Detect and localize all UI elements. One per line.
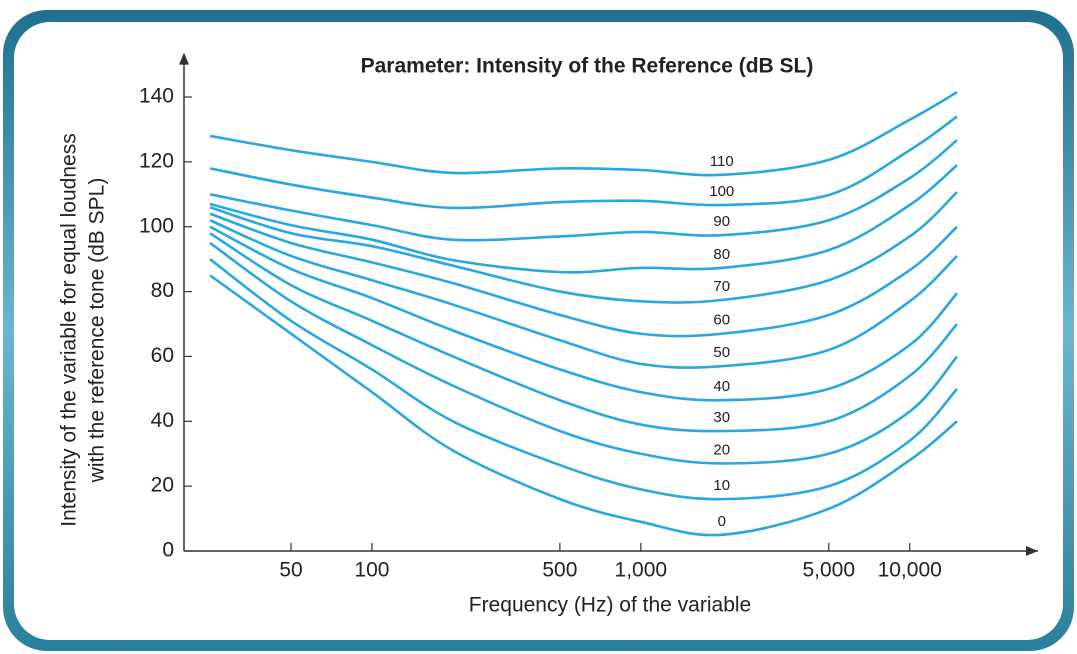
curve: [209, 274, 958, 537]
curve-label: 30: [713, 409, 730, 426]
curve: [209, 258, 959, 501]
curve: [209, 241, 959, 465]
curve: [209, 232, 959, 433]
x-axis-label: Frequency (Hz) of the variable: [469, 594, 751, 617]
y-tick-label: 120: [139, 149, 174, 172]
y-tick-label: 80: [151, 279, 174, 302]
curve-label: 20: [713, 441, 730, 458]
y-tick-label: 40: [151, 409, 174, 432]
y-tick-label: 20: [151, 474, 174, 497]
x-tick-label: 1,000: [615, 559, 668, 582]
panel: [14, 22, 1063, 640]
curve: [209, 115, 958, 210]
y-tick-label: 140: [139, 85, 174, 108]
curve: [209, 219, 958, 369]
curve-label: 50: [713, 344, 730, 361]
curve: [209, 164, 958, 274]
x-tick-label: 10,000: [878, 559, 942, 582]
curve: [209, 212, 958, 338]
chart-title: Parameter: Intensity of the Reference (d…: [361, 55, 814, 78]
curve: [209, 91, 958, 177]
curve-label: 110: [710, 153, 734, 170]
y-tick-label: 0: [162, 539, 174, 562]
curve-label: 90: [713, 213, 730, 230]
x-tick-label: 50: [279, 559, 302, 582]
curve: [209, 225, 959, 402]
curve-label: 100: [709, 183, 734, 200]
x-tick-label: 100: [354, 559, 389, 582]
curve-label: 10: [713, 477, 730, 494]
x-tick-label: 5,000: [802, 559, 855, 582]
curve: [209, 139, 958, 242]
curve-label: 70: [713, 278, 730, 295]
y-tick-label: 60: [151, 344, 174, 367]
curve-label: 80: [713, 246, 730, 263]
curve: [209, 191, 958, 304]
y-axis-label: Intensity of the variable for equal loud…: [58, 133, 81, 526]
y-tick-label: 100: [139, 214, 174, 237]
y-axis-label: with the reference tone (dB SPL): [86, 178, 109, 484]
curve-label: 0: [718, 513, 726, 530]
curve-label: 40: [713, 378, 730, 395]
x-tick-label: 500: [542, 559, 577, 582]
curve-label: 60: [713, 312, 730, 329]
x-axis-arrow: [1026, 546, 1038, 556]
y-axis-arrow: [179, 52, 189, 65]
